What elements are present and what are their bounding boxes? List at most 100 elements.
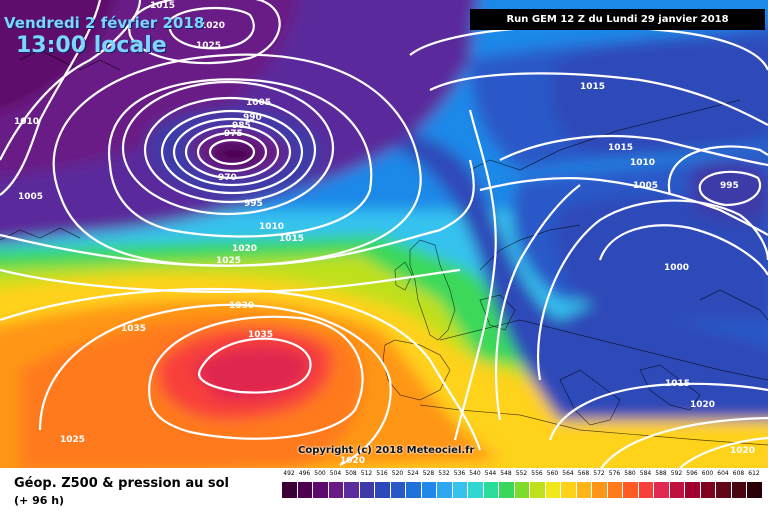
scale-tick-label: 512 xyxy=(360,470,373,477)
isobar-label: 1010 xyxy=(259,222,284,232)
geopotential-fill xyxy=(0,0,768,468)
scale-swatch xyxy=(545,482,560,498)
scale-swatch xyxy=(623,482,638,498)
scale-tick-label: 548 xyxy=(500,470,512,477)
scale-swatch xyxy=(700,482,715,498)
scale-tick-label: 612 xyxy=(748,470,760,477)
scale-swatch xyxy=(282,482,297,498)
scale-swatch xyxy=(297,482,312,498)
scale-tick-label: 520 xyxy=(391,470,404,477)
isobar-label: 995 xyxy=(244,199,263,209)
scale-swatch xyxy=(437,482,452,498)
scale-tick-label: 592 xyxy=(670,470,683,477)
forecast-map: 1015 1020 1025 1010 1005 1005 990 985 97… xyxy=(0,0,768,468)
isobar-label: 1025 xyxy=(196,41,221,51)
isobar-label: 1020 xyxy=(730,446,755,456)
scale-swatch xyxy=(607,482,622,498)
copyright-notice: Copyright (c) 2018 Meteociel.fr xyxy=(298,445,475,456)
isobar-label: 1005 xyxy=(246,98,271,108)
isobar-label: 985 xyxy=(232,121,251,131)
scale-swatch xyxy=(638,482,653,498)
scale-swatch xyxy=(499,482,514,498)
scale-swatch xyxy=(576,482,591,498)
isobar-label: 1020 xyxy=(340,456,365,466)
scale-tick-label: 508 xyxy=(345,470,357,477)
scale-swatch xyxy=(344,482,359,498)
legend-footer: Géop. Z500 & pression au sol (+ 96 h) 49… xyxy=(0,468,768,512)
isobar-label: 1030 xyxy=(229,301,254,311)
scale-swatch xyxy=(406,482,421,498)
scale-tick-label: 560 xyxy=(546,470,559,477)
scale-tick-label: 492 xyxy=(283,470,295,477)
isobar-label: 1015 xyxy=(580,82,605,92)
isobar-label: 1010 xyxy=(630,158,655,168)
scale-tick-label: 552 xyxy=(515,470,528,477)
forecast-time: 13:00 locale xyxy=(16,33,167,58)
scale-swatch xyxy=(716,482,731,498)
scale-tick-label: 496 xyxy=(298,470,311,477)
variable-title: Géop. Z500 & pression au sol xyxy=(14,476,229,491)
isobar-label: 1035 xyxy=(121,324,146,334)
scale-tick-label: 536 xyxy=(453,470,466,477)
isobar-label: 975 xyxy=(224,129,243,139)
isobar-label: 1015 xyxy=(279,234,304,244)
isobar-label: 1035 xyxy=(248,330,273,340)
scale-tick-label: 576 xyxy=(608,470,621,477)
isobar-label: 970 xyxy=(218,173,237,183)
isobar-label: 995 xyxy=(720,181,739,191)
isobar-label: 1020 xyxy=(690,400,715,410)
scale-tick-label: 604 xyxy=(717,470,729,477)
scale-tick-label: 588 xyxy=(655,470,667,477)
scale-swatch xyxy=(654,482,669,498)
scale-swatch xyxy=(685,482,700,498)
scale-swatch xyxy=(483,482,498,498)
scale-tick-label: 500 xyxy=(314,470,326,477)
scale-tick-label: 516 xyxy=(376,470,388,477)
model-run-banner: Run GEM 12 Z du Lundi 29 janvier 2018 xyxy=(470,9,765,30)
scale-swatch xyxy=(359,482,374,498)
isobar-label: 1010 xyxy=(14,117,39,127)
scale-swatch xyxy=(592,482,607,498)
isobar-label: 1015 xyxy=(608,143,633,153)
scale-swatch xyxy=(669,482,684,498)
scale-tick-label: 568 xyxy=(577,470,590,477)
isobar-label: 990 xyxy=(243,113,262,123)
isobar-label: 1025 xyxy=(60,435,85,445)
scale-swatch xyxy=(421,482,436,498)
scale-tick-label: 540 xyxy=(469,470,481,477)
isobar-label: 1015 xyxy=(150,1,175,11)
isobar-label: 1025 xyxy=(216,256,241,266)
scale-tick-label: 544 xyxy=(484,470,497,477)
scale-swatch xyxy=(313,482,328,498)
scale-tick-label: 528 xyxy=(422,470,435,477)
scale-tick-label: 524 xyxy=(407,470,419,477)
isobar-label: 1005 xyxy=(633,181,658,191)
scale-swatch xyxy=(468,482,483,498)
isobar-label: 1020 xyxy=(200,21,225,31)
isobar-label: 1020 xyxy=(232,244,257,254)
scale-tick-label: 532 xyxy=(438,470,450,477)
isobar-labels: 1015 1020 1025 1010 1005 1005 990 985 97… xyxy=(14,1,755,466)
scale-swatch xyxy=(731,482,746,498)
isobar-label: 1000 xyxy=(664,263,689,273)
lead-time: (+ 96 h) xyxy=(14,494,65,507)
scale-swatch xyxy=(561,482,576,498)
scale-swatch xyxy=(747,482,762,498)
scale-tick-label: 572 xyxy=(593,470,605,477)
scale-tick-label: 608 xyxy=(732,470,745,477)
scale-swatch xyxy=(452,482,467,498)
scale-tick-label: 584 xyxy=(639,470,652,477)
scale-swatch xyxy=(390,482,405,498)
isobar-label: 1015 xyxy=(665,379,690,389)
scale-tick-label: 556 xyxy=(531,470,543,477)
forecast-date: Vendredi 2 février 2018 xyxy=(4,14,205,32)
scale-tick-label: 596 xyxy=(686,470,698,477)
scale-tick-label: 504 xyxy=(329,470,342,477)
scale-swatch xyxy=(375,482,390,498)
scale-swatch xyxy=(530,482,545,498)
scale-swatch xyxy=(514,482,529,498)
scale-tick-label: 600 xyxy=(701,470,714,477)
scale-tick-label: 564 xyxy=(562,470,574,477)
scale-tick-label: 580 xyxy=(624,470,636,477)
